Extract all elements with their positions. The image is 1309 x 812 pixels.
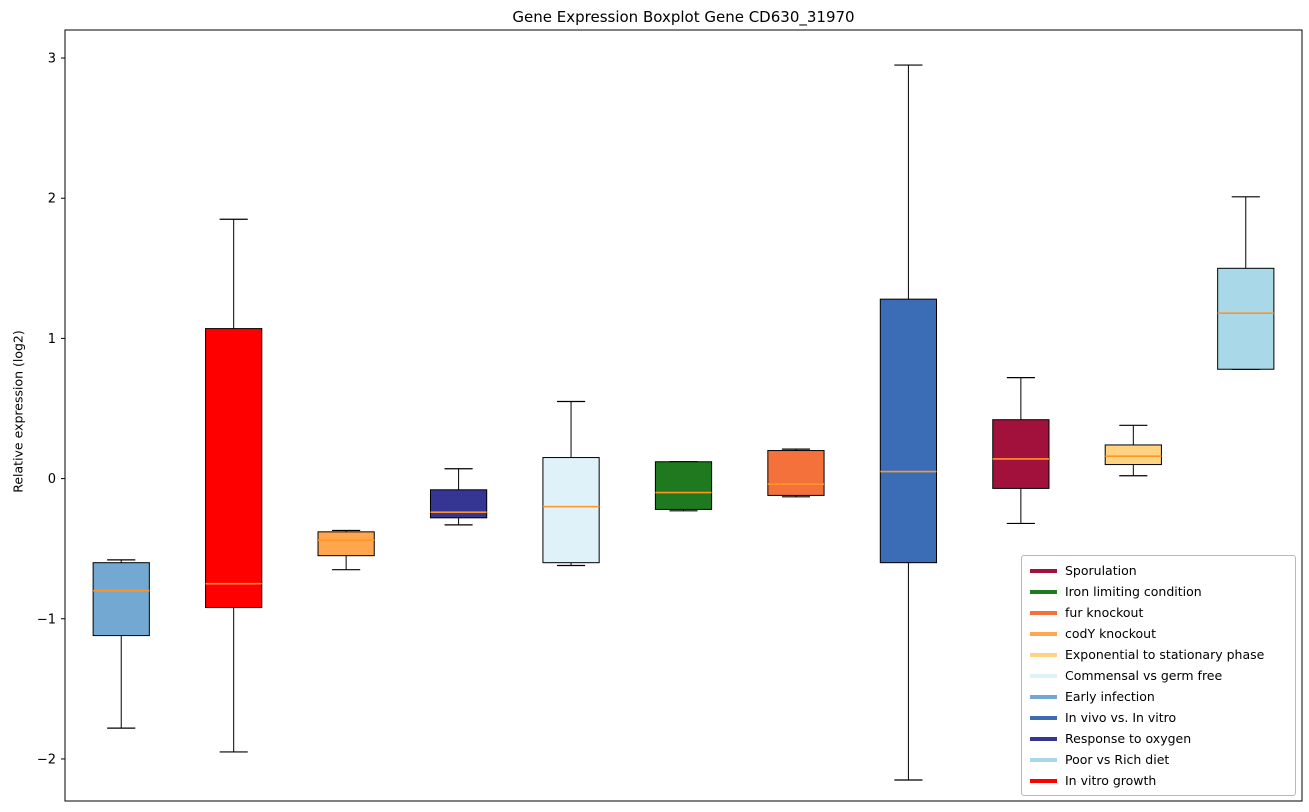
legend-label: codY knockout <box>1065 626 1157 641</box>
y-tick-label: 1 <box>48 332 56 347</box>
boxplot-box <box>992 419 1050 489</box>
legend-label: fur knockout <box>1065 605 1144 620</box>
boxplot-box <box>317 531 375 557</box>
legend-label: Early infection <box>1065 689 1155 704</box>
legend-label: In vivo vs. In vitro <box>1065 710 1177 725</box>
y-tick-label: 0 <box>48 472 56 487</box>
legend-swatch <box>1030 673 1057 678</box>
legend-item: Early infection <box>1030 686 1287 707</box>
legend-swatch <box>1030 757 1057 762</box>
legend: Sporulation Iron limiting condition fur kn… <box>1021 555 1296 796</box>
boxplot-box <box>1104 444 1162 466</box>
legend-item: Commensal vs germ free <box>1030 665 1287 686</box>
legend-swatch <box>1030 778 1057 783</box>
y-tick-label: 3 <box>48 52 56 67</box>
legend-label: Poor vs Rich diet <box>1065 752 1170 767</box>
boxplot-box <box>92 562 150 637</box>
boxplot-box <box>542 457 600 564</box>
boxplot-box <box>767 450 825 496</box>
y-tick-label: 2 <box>48 192 56 207</box>
legend-swatch <box>1030 589 1057 594</box>
chart-title: Gene Expression Boxplot Gene CD630_31970 <box>512 8 855 26</box>
legend-label: In vitro growth <box>1065 773 1157 788</box>
legend-swatch <box>1030 568 1057 573</box>
legend-item: Poor vs Rich diet <box>1030 749 1287 770</box>
legend-item: fur knockout <box>1030 602 1287 623</box>
legend-label: Response to oxygen <box>1065 731 1192 746</box>
legend-label: Iron limiting condition <box>1065 584 1202 599</box>
legend-item: Response to oxygen <box>1030 728 1287 749</box>
legend-item: Iron limiting condition <box>1030 581 1287 602</box>
legend-item: In vivo vs. In vitro <box>1030 707 1287 728</box>
legend-item: Sporulation <box>1030 560 1287 581</box>
legend-item: In vitro growth <box>1030 770 1287 791</box>
legend-swatch <box>1030 631 1057 636</box>
legend-item: codY knockout <box>1030 623 1287 644</box>
legend-swatch <box>1030 715 1057 720</box>
y-tick-label: −1 <box>37 612 56 627</box>
legend-item: Exponential to stationary phase <box>1030 644 1287 665</box>
y-tick-label: −2 <box>37 752 56 767</box>
boxplot-box <box>205 328 263 609</box>
legend-label: Commensal vs germ free <box>1065 668 1223 683</box>
boxplot-box <box>1217 267 1275 370</box>
boxplot-box <box>429 489 488 519</box>
legend-label: Exponential to stationary phase <box>1065 647 1265 662</box>
legend-label: Sporulation <box>1065 563 1137 578</box>
legend-swatch <box>1030 652 1057 657</box>
plot-frame <box>64 29 1303 802</box>
legend-swatch <box>1030 610 1057 615</box>
legend-swatch <box>1030 736 1057 741</box>
boxplot-box <box>654 461 713 510</box>
boxplot-box <box>879 298 938 564</box>
legend-swatch <box>1030 694 1057 699</box>
